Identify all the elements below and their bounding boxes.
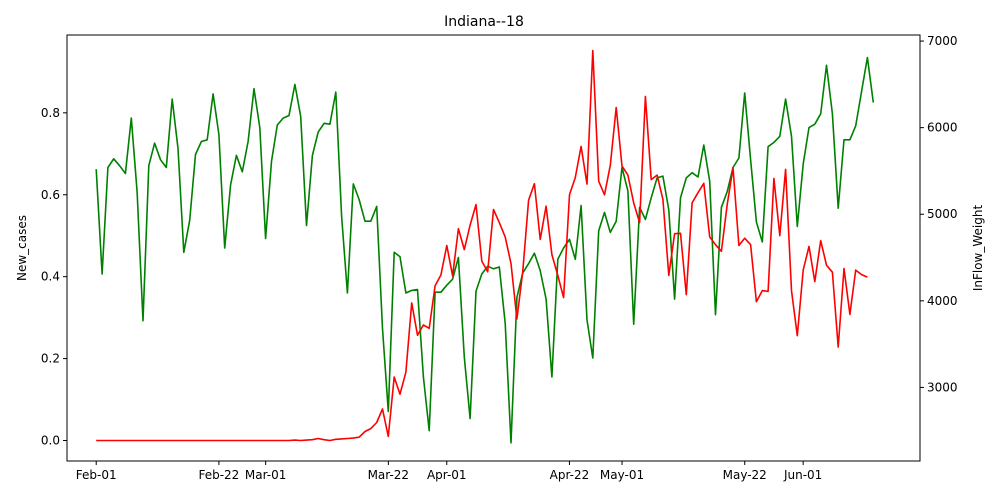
x-tick-label: May-01 (600, 468, 644, 482)
y-right-tick-label: 5000 (927, 207, 958, 221)
x-tick-label: May-22 (723, 468, 767, 482)
y-axis-left-label: New_cases (15, 215, 29, 281)
chart-title: Indiana--18 (444, 14, 524, 30)
inflow-weight-line (95, 56, 875, 444)
x-tick-label: Feb-22 (198, 468, 239, 482)
y-axis-right: 3000 4000 5000 6000 7000 (920, 34, 958, 394)
y-left-tick-label: 0.0 (41, 434, 60, 448)
plot-frame (66, 34, 921, 462)
y-left-tick-label: 0.2 (41, 352, 60, 366)
y-left-tick-label: 0.4 (41, 270, 60, 284)
x-tick-label: Apr-01 (427, 468, 467, 482)
x-tick-label: Jun-01 (783, 468, 822, 482)
y-axis-right-label: InFlow_Weight (971, 205, 985, 292)
y-left-tick-label: 0.8 (41, 106, 60, 120)
x-axis: Feb-01 Feb-22 Mar-01 Mar-22 Apr-01 Apr-22 May-… (76, 461, 822, 482)
y-left-tick-label: 0.6 (41, 188, 60, 202)
y-right-tick-label: 4000 (927, 294, 958, 308)
y-right-tick-label: 7000 (927, 34, 958, 48)
new-cases-line (96, 49, 868, 442)
x-tick-label: Apr-22 (550, 468, 590, 482)
x-tick-label: Mar-01 (245, 468, 286, 482)
series-layer (95, 49, 875, 444)
x-tick-label: Feb-01 (76, 468, 117, 482)
x-tick-label: Mar-22 (368, 468, 409, 482)
y-right-tick-label: 6000 (927, 121, 958, 135)
y-axis-left: 0.0 0.2 0.4 0.6 0.8 (41, 106, 67, 448)
y-right-tick-label: 3000 (927, 380, 958, 394)
